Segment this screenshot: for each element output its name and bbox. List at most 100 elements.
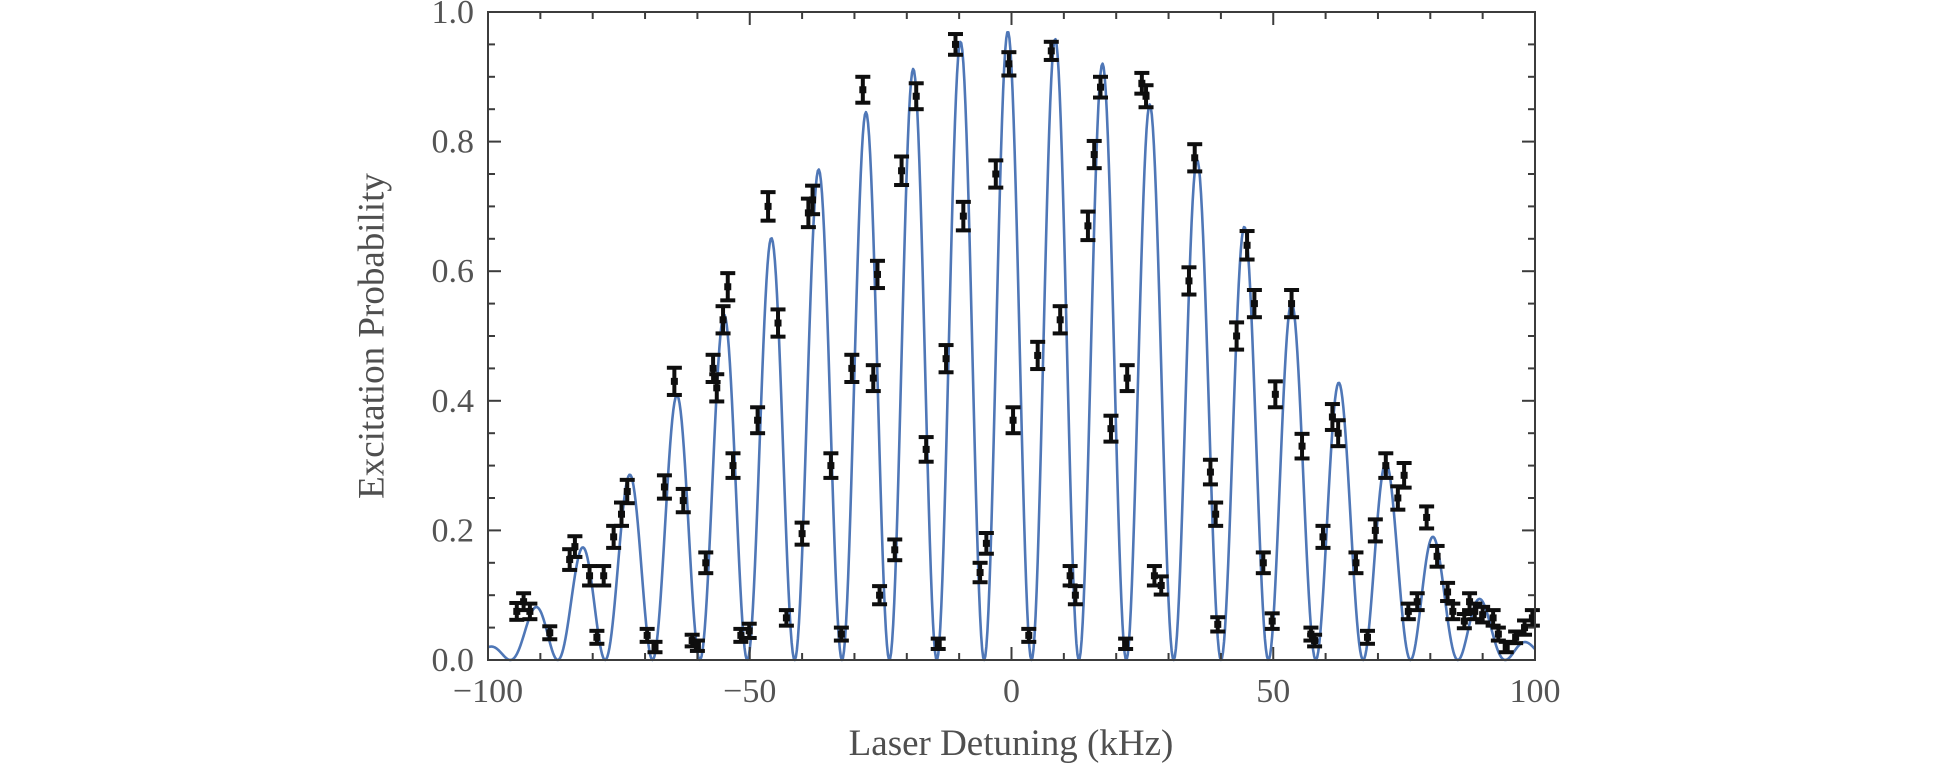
- data-point: [805, 183, 821, 217]
- data-point: [1419, 504, 1435, 531]
- data-point: [582, 564, 598, 588]
- data-point: [675, 486, 691, 515]
- data-point: [1267, 379, 1283, 410]
- data-point: [1187, 142, 1203, 174]
- data-point: [887, 537, 903, 563]
- data-point: [1524, 608, 1540, 628]
- data-point: [930, 636, 946, 651]
- data-point: [1086, 138, 1102, 171]
- data-point: [1138, 83, 1154, 110]
- fit-curve: [487, 30, 1536, 662]
- data-point: [741, 621, 757, 640]
- x-tick-label: 50: [1256, 673, 1290, 710]
- data-point: [1400, 601, 1416, 622]
- data-points: [509, 32, 1540, 655]
- data-point: [725, 451, 741, 480]
- data-point: [1294, 431, 1310, 461]
- data-point: [596, 564, 612, 588]
- data-point: [1080, 209, 1096, 243]
- data-point: [978, 530, 994, 556]
- data-point: [715, 304, 731, 336]
- data-point: [1001, 50, 1017, 78]
- data-point: [770, 307, 786, 339]
- y-axis-title: Excitation Probability: [351, 173, 393, 499]
- data-point: [1210, 615, 1226, 634]
- data-point: [955, 199, 971, 233]
- data-point: [1153, 574, 1169, 597]
- data-point: [823, 451, 839, 480]
- data-point: [1229, 320, 1245, 352]
- data-point: [1118, 636, 1134, 651]
- data-point: [1264, 611, 1280, 631]
- data-point: [656, 473, 672, 501]
- data-point: [844, 352, 860, 385]
- data-point: [1043, 39, 1059, 62]
- x-axis-title: Laser Detuning (kHz): [848, 723, 1174, 764]
- data-point: [988, 158, 1004, 190]
- data-point: [918, 435, 934, 464]
- x-tick-label: 100: [1510, 673, 1561, 710]
- tick-labels: −100 −50 0 50 100 0.0 0.2 0.4 0.6 0.8 1.0: [432, 0, 1561, 710]
- data-point: [1067, 584, 1083, 607]
- data-point: [1202, 457, 1218, 487]
- data-point: [709, 372, 725, 404]
- data-point: [1246, 287, 1262, 320]
- data-point: [894, 154, 910, 188]
- data-point: [1307, 632, 1323, 649]
- data-point: [1255, 550, 1271, 576]
- data-point: [1052, 304, 1068, 336]
- data-point: [1103, 413, 1119, 444]
- data-point: [872, 584, 888, 607]
- y-tick-label: 0.0: [432, 642, 475, 679]
- data-point: [647, 639, 663, 655]
- data-point: [869, 258, 885, 291]
- x-tick-label: −100: [453, 673, 523, 710]
- data-point: [1348, 550, 1364, 576]
- data-point: [908, 81, 924, 112]
- data-point: [1445, 601, 1461, 622]
- data-point: [1062, 564, 1078, 588]
- data-point: [698, 550, 714, 576]
- y-tick-label: 0.2: [432, 512, 475, 549]
- data-point: [1467, 601, 1483, 622]
- data-point: [1440, 580, 1456, 604]
- data-point: [542, 624, 558, 642]
- data-point: [562, 547, 578, 572]
- data-point: [1429, 543, 1445, 569]
- data-point: [855, 74, 871, 105]
- data-point: [1475, 604, 1491, 625]
- data-point: [1181, 265, 1197, 297]
- data-point: [589, 628, 605, 646]
- data-point: [666, 365, 682, 397]
- data-point: [972, 560, 988, 585]
- data-point: [1378, 451, 1394, 480]
- data-point: [1021, 626, 1037, 644]
- data-point: [833, 625, 849, 643]
- data-point: [1208, 500, 1224, 528]
- y-tick-label: 0.6: [432, 253, 475, 290]
- data-point: [938, 343, 954, 375]
- data-point: [947, 32, 963, 57]
- data-point: [794, 520, 810, 547]
- data-point: [1396, 461, 1412, 490]
- y-tick-label: 1.0: [432, 0, 475, 31]
- data-point: [1409, 591, 1425, 613]
- data-point: [1030, 339, 1046, 372]
- data-point: [1359, 628, 1375, 646]
- axis-ticks: [487, 11, 1536, 661]
- y-tick-label: 0.4: [432, 383, 475, 420]
- data-point: [750, 405, 766, 436]
- data-point: [1330, 418, 1346, 449]
- data-point: [689, 638, 705, 653]
- data-point: [567, 534, 583, 559]
- data-point: [522, 601, 538, 622]
- data-point: [865, 363, 881, 394]
- data-point: [606, 523, 622, 550]
- data-point: [1456, 611, 1472, 631]
- data-point: [1315, 523, 1331, 550]
- data-point: [1284, 287, 1300, 320]
- x-tick-label: 0: [1003, 673, 1020, 710]
- data-point: [720, 271, 736, 303]
- data-point: [1508, 629, 1524, 646]
